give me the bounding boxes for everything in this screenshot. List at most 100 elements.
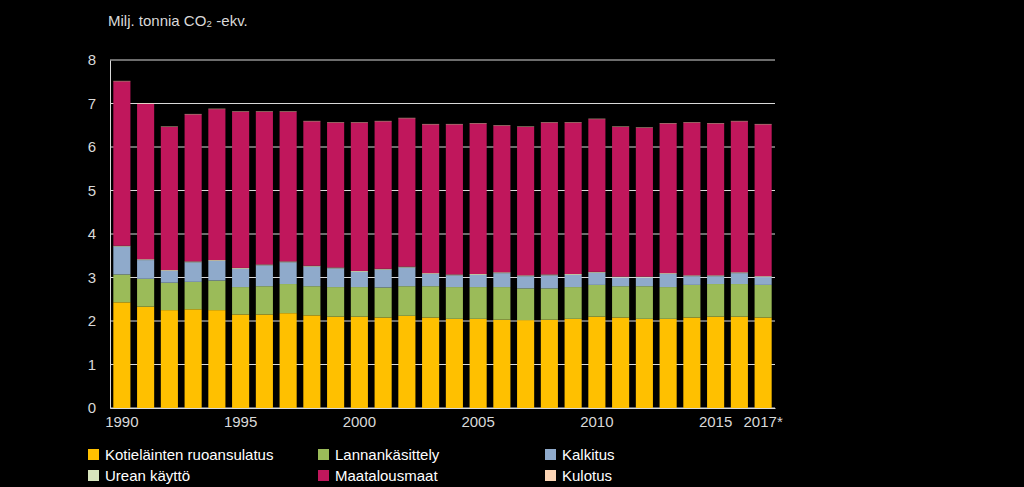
tick-label: 4 bbox=[88, 225, 96, 242]
legend-item: Maatalousmaat bbox=[318, 467, 438, 484]
bar-segment bbox=[280, 313, 297, 408]
bar-segment bbox=[232, 314, 249, 408]
bar-segment bbox=[375, 121, 392, 268]
bar-segment bbox=[636, 319, 653, 408]
tick: 1 bbox=[88, 356, 110, 373]
tick-label: 1990 bbox=[105, 413, 138, 430]
bar-segment bbox=[208, 310, 225, 408]
bar-segment bbox=[683, 123, 700, 276]
bar-segment bbox=[446, 124, 463, 274]
bar-segment bbox=[541, 122, 558, 123]
bar-segment bbox=[660, 274, 677, 287]
bar-segment bbox=[755, 318, 772, 408]
bar-segment bbox=[256, 111, 273, 112]
y-axis-title: Milj. tonnia CO₂ -ekv. bbox=[108, 12, 248, 29]
bar-segment bbox=[303, 315, 320, 408]
bar-segment bbox=[208, 261, 225, 281]
legend-swatch bbox=[318, 449, 329, 460]
bar-segment bbox=[493, 273, 510, 287]
bar-segment bbox=[683, 276, 700, 285]
bar-segment bbox=[470, 124, 487, 275]
bar-segment bbox=[351, 287, 368, 317]
tick: 3 bbox=[88, 269, 110, 286]
tick-label: 2015 bbox=[699, 413, 732, 430]
grid bbox=[110, 60, 775, 408]
tick-label: 0 bbox=[88, 399, 96, 416]
tick: 2005 bbox=[461, 408, 494, 430]
bar-segment bbox=[470, 275, 487, 287]
tick: 2010 bbox=[580, 408, 613, 430]
bar-segment bbox=[470, 287, 487, 319]
bar-segment bbox=[208, 109, 225, 260]
bar-segment bbox=[208, 108, 225, 109]
bar-segment bbox=[375, 120, 392, 121]
bar-segment bbox=[755, 124, 772, 276]
bar-segment bbox=[588, 118, 605, 119]
bar-segment bbox=[636, 286, 653, 319]
bar-segment bbox=[398, 117, 415, 118]
tick: 4 bbox=[88, 225, 110, 242]
bar-segment bbox=[137, 279, 154, 307]
bar-segment bbox=[113, 80, 130, 81]
bar-segment bbox=[161, 271, 178, 283]
bars bbox=[113, 81, 771, 408]
tick: 2000 bbox=[343, 408, 376, 430]
bar-segment bbox=[707, 124, 724, 276]
bar-segment bbox=[280, 112, 297, 262]
bar-segment bbox=[565, 275, 582, 287]
bar-segment bbox=[612, 127, 629, 277]
bar-segment bbox=[208, 281, 225, 311]
legend-label: Kotieläinten ruoansulatus bbox=[105, 446, 273, 463]
bar-segment bbox=[517, 276, 534, 288]
bar-segment bbox=[232, 112, 249, 268]
bar-segment bbox=[113, 274, 130, 302]
bar-segment bbox=[185, 262, 202, 282]
bar-segment bbox=[232, 111, 249, 112]
bar-segment bbox=[731, 273, 748, 284]
bar-segment bbox=[588, 317, 605, 408]
bar-segment bbox=[422, 318, 439, 408]
tick-label: 2 bbox=[88, 312, 96, 329]
bar-segment bbox=[541, 275, 558, 288]
bar-segment bbox=[398, 267, 415, 286]
bar-segment bbox=[755, 277, 772, 285]
series bbox=[113, 81, 771, 276]
bar-segment bbox=[398, 316, 415, 408]
bar-segment bbox=[660, 124, 677, 274]
bar-segment bbox=[612, 286, 629, 317]
tick: 7 bbox=[88, 95, 110, 112]
bar-segment bbox=[375, 270, 392, 288]
bar-segment bbox=[493, 320, 510, 408]
bar-segment bbox=[256, 286, 273, 314]
bar-segment bbox=[113, 302, 130, 408]
bar-segment bbox=[588, 273, 605, 285]
legend-swatch bbox=[318, 470, 329, 481]
bar-segment bbox=[137, 103, 154, 104]
bar-segment bbox=[541, 288, 558, 319]
tick: 2017* bbox=[744, 408, 783, 430]
bar-segment bbox=[446, 275, 463, 287]
bar-segment bbox=[303, 121, 320, 265]
x-axis: 1990199520002005201020152017* bbox=[105, 408, 783, 430]
bar-segment bbox=[161, 127, 178, 270]
bar-segment bbox=[588, 285, 605, 317]
bar-segment bbox=[327, 268, 344, 287]
bar-segment bbox=[327, 123, 344, 268]
bar-segment bbox=[731, 317, 748, 408]
bar-segment bbox=[232, 287, 249, 314]
tick-label: 1 bbox=[88, 356, 96, 373]
tick-label: 7 bbox=[88, 95, 96, 112]
legend-item: Kotieläinten ruoansulatus bbox=[88, 446, 273, 463]
tick-label: 8 bbox=[88, 51, 96, 68]
bar-segment bbox=[541, 123, 558, 275]
bar-segment bbox=[113, 81, 130, 245]
tick: 5 bbox=[88, 182, 110, 199]
legend-item: Kalkitus bbox=[545, 446, 615, 463]
bar-segment bbox=[470, 319, 487, 408]
bar-segment bbox=[636, 278, 653, 287]
bar-segment bbox=[303, 120, 320, 121]
bar-segment bbox=[398, 286, 415, 316]
series bbox=[113, 81, 771, 128]
bar-segment bbox=[280, 284, 297, 313]
bar-segment bbox=[256, 314, 273, 408]
